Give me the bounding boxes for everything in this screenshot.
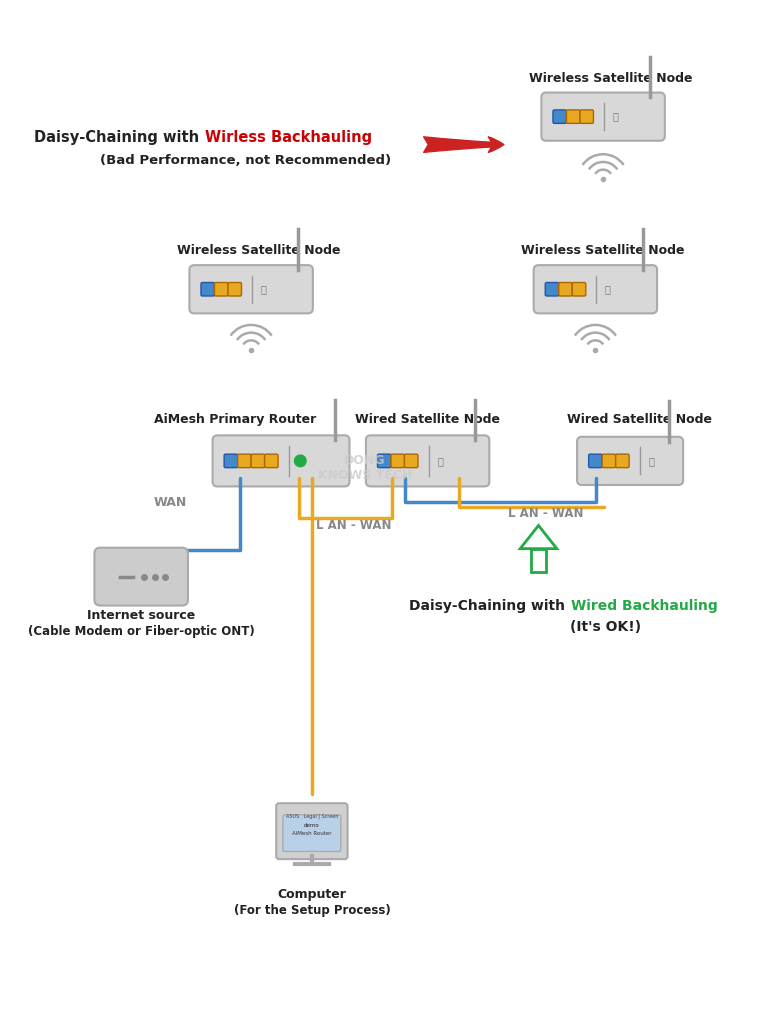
FancyBboxPatch shape — [366, 435, 489, 486]
FancyBboxPatch shape — [283, 815, 341, 851]
Text: Computer: Computer — [277, 889, 346, 901]
FancyBboxPatch shape — [541, 92, 665, 140]
FancyBboxPatch shape — [602, 454, 616, 468]
FancyBboxPatch shape — [588, 454, 602, 468]
FancyBboxPatch shape — [201, 283, 214, 296]
FancyBboxPatch shape — [276, 803, 348, 859]
FancyBboxPatch shape — [237, 454, 251, 468]
Text: ⏻: ⏻ — [605, 285, 611, 294]
Text: (It's OK!): (It's OK!) — [571, 620, 641, 634]
FancyBboxPatch shape — [213, 435, 349, 486]
FancyBboxPatch shape — [190, 265, 313, 313]
Text: demo: demo — [304, 823, 319, 827]
FancyBboxPatch shape — [405, 454, 418, 468]
Text: Wired Satellite Node: Wired Satellite Node — [568, 413, 712, 426]
Text: Wirless Backhauling: Wirless Backhauling — [205, 130, 372, 145]
FancyBboxPatch shape — [214, 283, 228, 296]
Text: L AN - WAN: L AN - WAN — [508, 508, 584, 520]
Text: WAN: WAN — [154, 496, 187, 509]
FancyBboxPatch shape — [228, 283, 241, 296]
FancyBboxPatch shape — [580, 110, 594, 123]
Text: ⏻: ⏻ — [648, 456, 654, 466]
Text: Daisy-Chaining with: Daisy-Chaining with — [34, 130, 204, 145]
FancyBboxPatch shape — [567, 110, 580, 123]
Text: ⏻: ⏻ — [613, 112, 618, 122]
FancyBboxPatch shape — [545, 283, 559, 296]
Text: L AN - WAN: L AN - WAN — [316, 519, 391, 532]
Bar — [531, 549, 546, 571]
FancyBboxPatch shape — [572, 283, 586, 296]
Text: Wireless Satellite Node: Wireless Satellite Node — [177, 244, 340, 257]
FancyBboxPatch shape — [265, 454, 278, 468]
Text: (For the Setup Process): (For the Setup Process) — [233, 904, 390, 916]
FancyBboxPatch shape — [534, 265, 657, 313]
Text: Wired Satellite Node: Wired Satellite Node — [355, 413, 500, 426]
Text: Wireless Satellite Node: Wireless Satellite Node — [521, 244, 685, 257]
Polygon shape — [520, 525, 557, 549]
Text: ⏻: ⏻ — [437, 456, 443, 466]
FancyBboxPatch shape — [377, 454, 391, 468]
FancyBboxPatch shape — [559, 283, 572, 296]
Text: ASUS   Legal | Screen: ASUS Legal | Screen — [286, 813, 338, 818]
Text: Wired Backhauling: Wired Backhauling — [571, 599, 718, 612]
Text: (Cable Modem or Fiber-optic ONT): (Cable Modem or Fiber-optic ONT) — [28, 625, 254, 638]
FancyBboxPatch shape — [94, 548, 188, 605]
FancyBboxPatch shape — [616, 454, 629, 468]
Text: ⏻: ⏻ — [260, 285, 266, 294]
FancyBboxPatch shape — [577, 437, 684, 485]
Text: Internet source: Internet source — [87, 608, 195, 622]
Text: AiMesh Primary Router: AiMesh Primary Router — [154, 413, 316, 426]
Text: (Bad Performance, not Recommended): (Bad Performance, not Recommended) — [100, 154, 391, 167]
Text: Daisy-Chaining with: Daisy-Chaining with — [409, 599, 571, 612]
Circle shape — [295, 455, 306, 467]
FancyBboxPatch shape — [553, 110, 567, 123]
Text: AiMesh Router: AiMesh Router — [292, 830, 332, 836]
Text: Wireless Satellite Node: Wireless Satellite Node — [529, 72, 693, 85]
FancyBboxPatch shape — [251, 454, 265, 468]
FancyBboxPatch shape — [224, 454, 237, 468]
Text: DONG
KNOWS TECH: DONG KNOWS TECH — [318, 454, 412, 481]
FancyBboxPatch shape — [391, 454, 405, 468]
